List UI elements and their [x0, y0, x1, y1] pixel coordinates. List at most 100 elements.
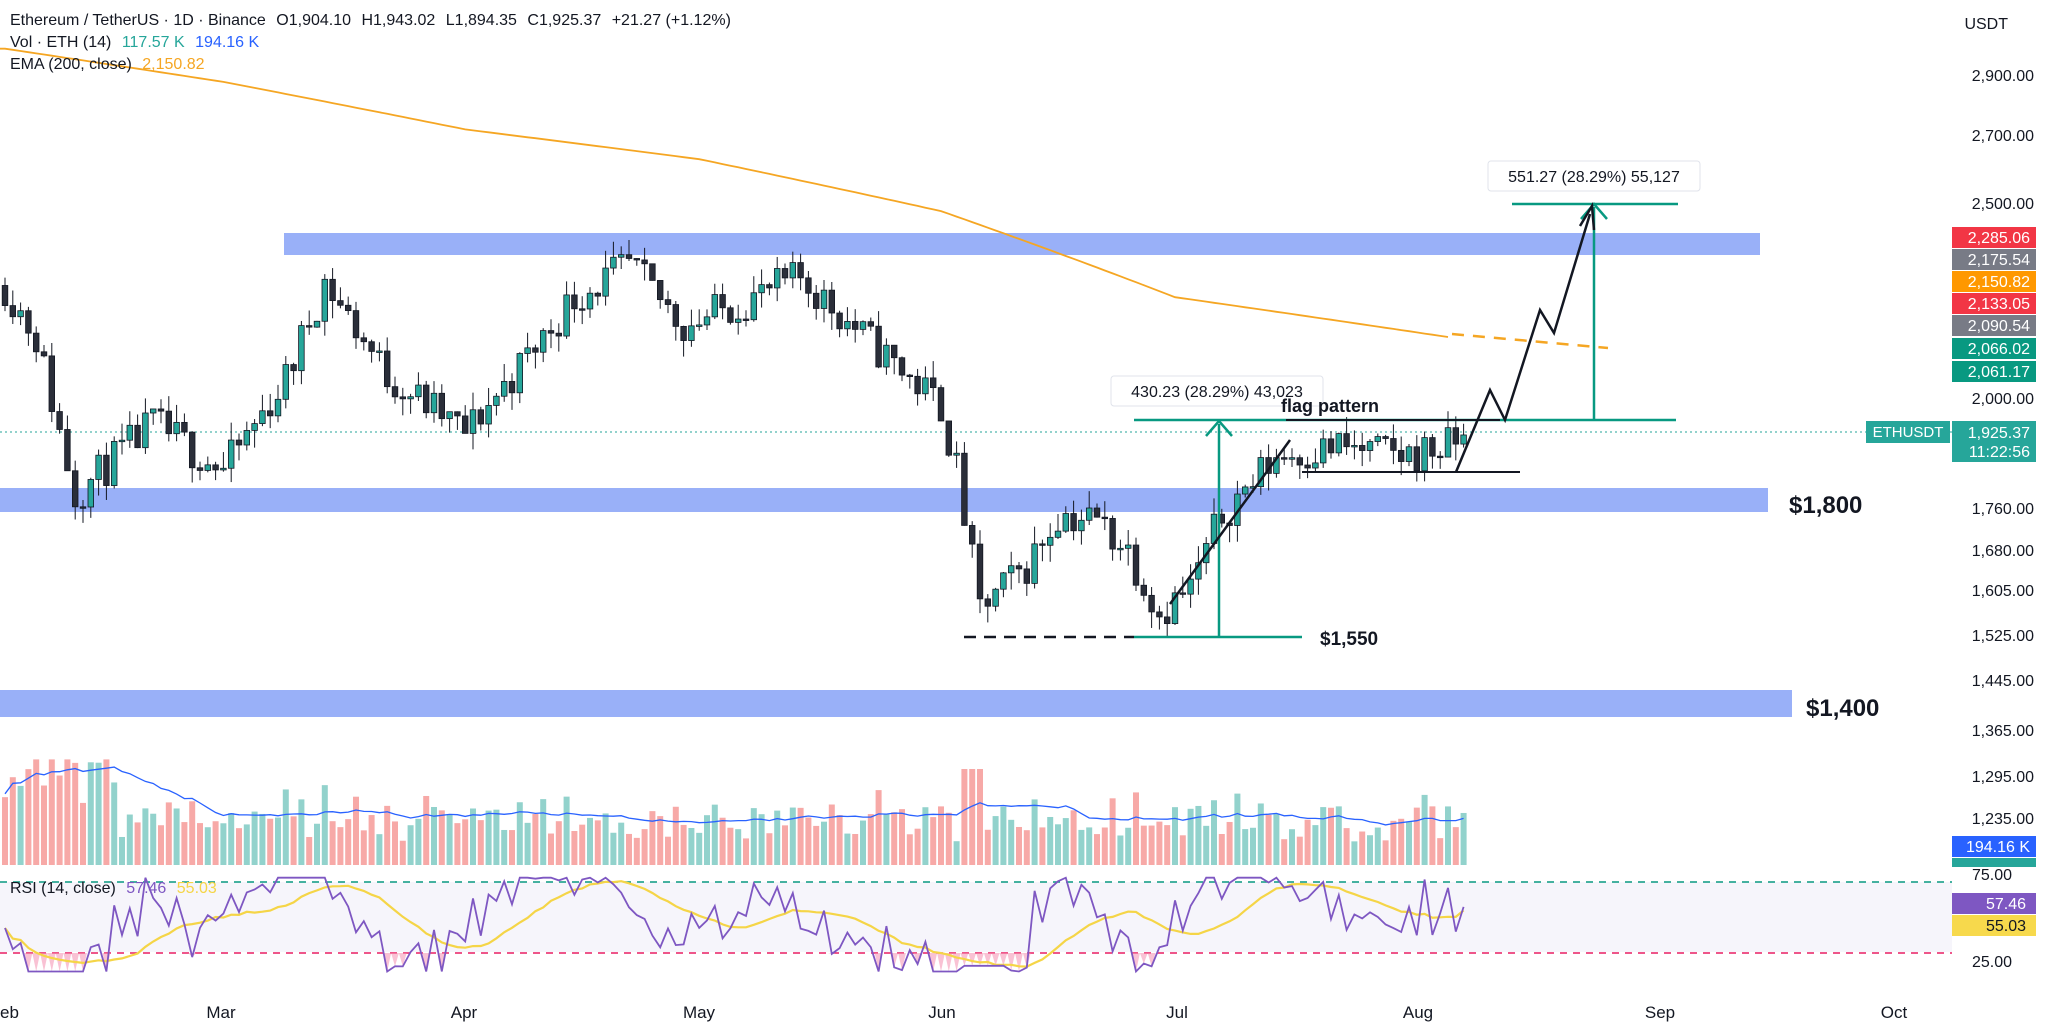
volume-bar	[1281, 839, 1288, 865]
candle-body	[742, 318, 750, 321]
volume-bar	[298, 799, 305, 865]
candle-body	[1444, 427, 1452, 458]
volume-bar	[860, 820, 866, 865]
volume-bar	[1437, 838, 1444, 865]
volume-bar	[1226, 821, 1233, 865]
ohlc-legend: Ethereum / TetherUS · 1D · Binance O1,90…	[10, 12, 737, 30]
candle-body	[142, 412, 149, 449]
volume-bar	[228, 813, 235, 865]
candle-body	[282, 364, 289, 400]
volume-bar	[126, 814, 133, 865]
candle-body	[313, 320, 321, 328]
volume-bar	[165, 802, 172, 865]
volume-bar	[1047, 816, 1054, 865]
candle-body	[992, 588, 999, 607]
symbol-tag-text: ETHUSDT	[1873, 424, 1944, 441]
volume-bar	[758, 814, 765, 865]
volume-bar	[2, 797, 8, 865]
candle-body	[680, 326, 687, 341]
candle-body	[828, 289, 835, 314]
candle-body	[1078, 519, 1085, 532]
volume-bar	[1218, 834, 1225, 865]
candle-body	[1132, 544, 1140, 586]
candle-body	[579, 308, 586, 311]
volume-bar	[119, 836, 125, 865]
volume-bar	[1070, 810, 1077, 865]
candle-body	[1359, 445, 1366, 451]
candle-body	[961, 452, 968, 526]
candle-body	[1054, 530, 1062, 538]
candle-body	[1008, 565, 1015, 574]
volume-bar	[1421, 794, 1428, 865]
candle-body	[126, 424, 133, 441]
volume-bar	[1062, 818, 1069, 865]
volume-bar	[384, 805, 391, 865]
measure-large-label-box	[1487, 160, 1701, 192]
volume-bar	[1211, 800, 1217, 865]
time-label: Jun	[928, 1003, 955, 1022]
candle-body	[1374, 436, 1381, 442]
candle-body	[56, 411, 63, 430]
volume-bar	[1187, 808, 1194, 865]
volume-value-2: 194.16 K	[195, 34, 260, 51]
rsi-legend[interactable]: RSI (14, close) 57.46 55.03	[10, 880, 223, 898]
candle-body	[672, 304, 679, 327]
candle-body	[805, 277, 812, 294]
volume-bar	[1179, 835, 1186, 865]
ema-label: EMA (200, close)	[10, 56, 132, 73]
candle-body	[1405, 446, 1413, 462]
price-tags: 2,285.06 2,175.54 2,150.82 2,133.05 2,09…	[1866, 227, 2036, 936]
rsi-value: 57.46	[126, 880, 167, 897]
candle-body	[836, 312, 843, 330]
volume-bar	[485, 810, 492, 865]
volume-bar	[267, 818, 274, 865]
candle-body	[329, 278, 336, 302]
volume-bar	[158, 825, 164, 865]
volume-bar	[1460, 812, 1467, 865]
candle-body	[485, 405, 492, 425]
volume-bar	[95, 762, 102, 865]
level-1800-label: $1,800	[1789, 492, 1862, 519]
volume-bar	[368, 815, 375, 865]
volume-bar	[610, 832, 617, 865]
price-tag-text: 2,133.05	[1968, 296, 2030, 313]
candle-body	[1031, 543, 1038, 584]
price-tick: 2,500.00	[1972, 196, 2034, 213]
volume-bar	[524, 822, 531, 865]
price-axis[interactable]: USDT 2,900.00 2,700.00 2,500.00 2,000.00…	[1964, 16, 2034, 971]
volume-bar	[1078, 829, 1085, 865]
volume-bar	[797, 807, 804, 865]
volume-bar	[953, 841, 960, 865]
ema-legend[interactable]: EMA (200, close) 2,150.82	[10, 56, 211, 74]
sr-zones	[0, 233, 1792, 717]
candle-body	[33, 332, 40, 353]
price-tag-box	[1952, 338, 2036, 359]
candle-body	[454, 411, 461, 417]
volume-bar	[64, 759, 71, 865]
volume-bar	[454, 823, 461, 865]
resistance-zone	[284, 233, 1760, 255]
volume-bar	[961, 769, 968, 865]
candle-body	[422, 384, 430, 414]
candle-body	[360, 337, 367, 343]
volume-bar	[852, 833, 859, 865]
volume-bar	[883, 814, 890, 865]
candle-body	[508, 381, 516, 394]
volume-legend[interactable]: Vol · ETH (14) 117.57 K 194.16 K	[10, 34, 265, 52]
candle-body	[430, 392, 438, 414]
volume-bar	[1172, 807, 1178, 865]
candle-body	[407, 396, 414, 400]
symbol-title[interactable]: Ethereum / TetherUS · 1D · Binance	[10, 12, 266, 29]
time-label: Sep	[1645, 1003, 1675, 1022]
candle-body	[87, 479, 94, 508]
candle-body	[540, 330, 547, 353]
candle-body	[727, 307, 734, 323]
time-axis[interactable]: eb Mar Apr May Jun Jul Aug Sep Oct	[0, 1003, 1907, 1022]
ema-value: 2,150.82	[142, 56, 205, 73]
candle-body	[337, 300, 344, 306]
candle-body	[17, 310, 24, 318]
volume-bar	[1133, 792, 1139, 865]
candle-body	[610, 256, 617, 269]
candle-body	[266, 410, 274, 417]
